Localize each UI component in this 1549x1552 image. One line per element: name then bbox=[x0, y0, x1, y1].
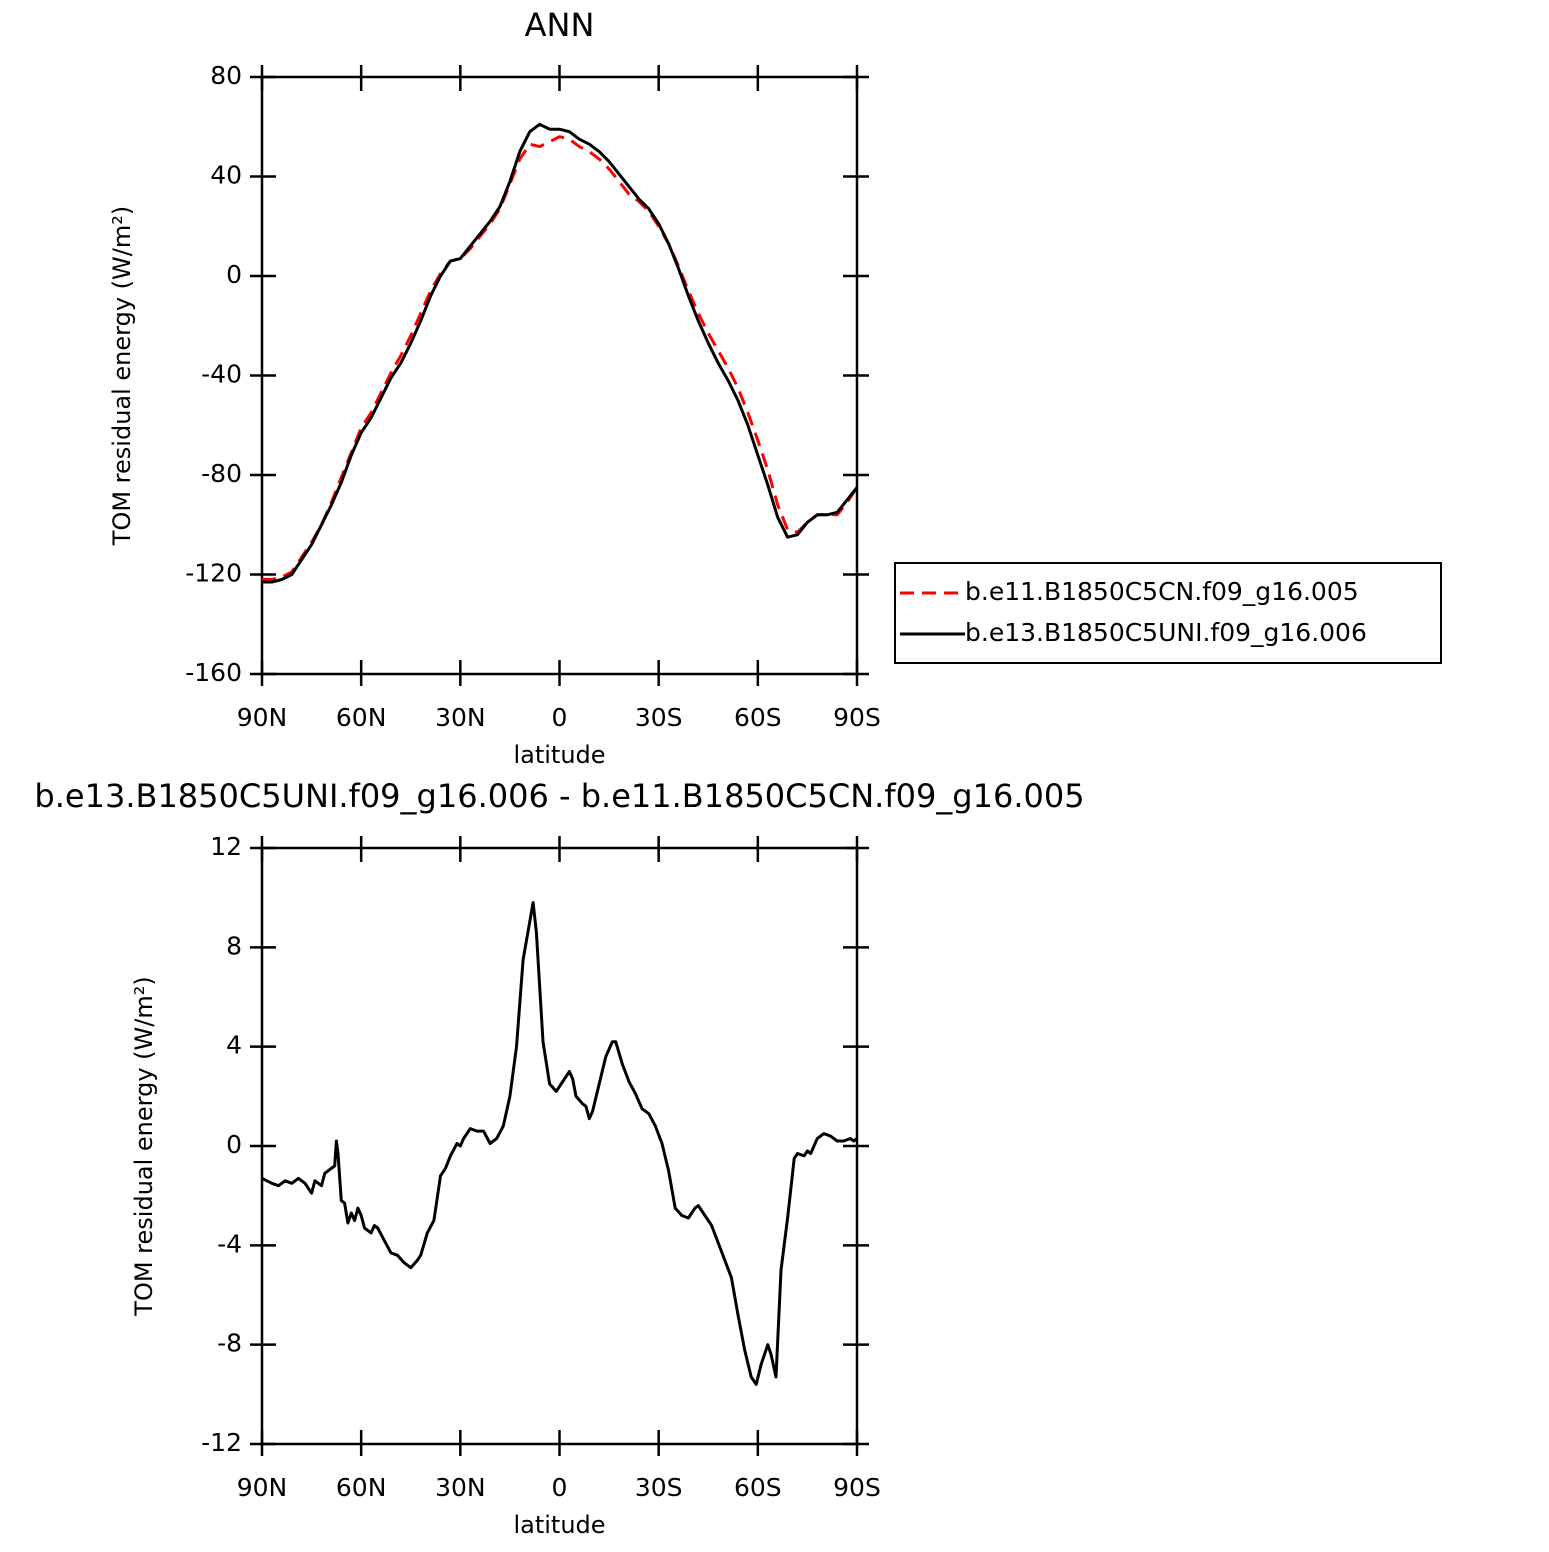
legend-label: b.e11.B1850C5CN.f09_g16.005 bbox=[965, 577, 1359, 606]
y-tick-label: -120 bbox=[185, 559, 242, 588]
x-tick-label: 60S bbox=[734, 703, 782, 732]
y-tick-label: 12 bbox=[210, 832, 242, 861]
y-tick-label: -12 bbox=[201, 1428, 242, 1457]
y-tick-label: 4 bbox=[226, 1031, 242, 1060]
x-tick-label: 90N bbox=[237, 703, 288, 732]
x-tick-label: 60N bbox=[336, 1473, 387, 1502]
x-axis-label: latitude bbox=[513, 1511, 605, 1539]
x-tick-label: 30S bbox=[635, 703, 683, 732]
y-tick-label: 0 bbox=[226, 260, 242, 289]
x-tick-label: 0 bbox=[552, 1473, 568, 1502]
y-tick-label: -40 bbox=[201, 360, 242, 389]
x-tick-label: 30N bbox=[435, 1473, 486, 1502]
y-tick-label: -4 bbox=[217, 1229, 242, 1258]
data-line bbox=[262, 135, 859, 581]
y-tick-label: 8 bbox=[226, 931, 242, 960]
data-line bbox=[261, 901, 858, 1386]
x-tick-label: 0 bbox=[552, 703, 568, 732]
x-tick-label: 60N bbox=[336, 703, 387, 732]
legend-box bbox=[894, 562, 1442, 664]
chart-title: ANN bbox=[525, 6, 595, 44]
x-tick-label: 90S bbox=[833, 703, 881, 732]
plot-frame bbox=[260, 75, 859, 676]
chart-title: b.e13.B1850C5UNI.f09_g16.006 - b.e11.B18… bbox=[34, 777, 1084, 815]
x-tick-label: 90N bbox=[237, 1473, 288, 1502]
data-line bbox=[262, 122, 859, 584]
y-tick-label: -160 bbox=[185, 658, 242, 687]
x-tick-label: 60S bbox=[734, 1473, 782, 1502]
legend-label: b.e13.B1850C5UNI.f09_g16.006 bbox=[965, 618, 1367, 647]
y-tick-label: 40 bbox=[210, 161, 242, 190]
y-tick-label: 0 bbox=[226, 1130, 242, 1159]
y-axis-label: TOM residual energy (W/m²) bbox=[108, 206, 136, 546]
y-axis-label: TOM residual energy (W/m²) bbox=[130, 976, 158, 1316]
x-tick-label: 30N bbox=[435, 703, 486, 732]
x-tick-label: 30S bbox=[635, 1473, 683, 1502]
x-axis-label: latitude bbox=[513, 741, 605, 769]
y-tick-label: -8 bbox=[217, 1329, 242, 1358]
y-tick-label: 80 bbox=[210, 61, 242, 90]
x-tick-label: 90S bbox=[833, 1473, 881, 1502]
plot-frame bbox=[260, 846, 859, 1446]
y-tick-label: -80 bbox=[201, 459, 242, 488]
